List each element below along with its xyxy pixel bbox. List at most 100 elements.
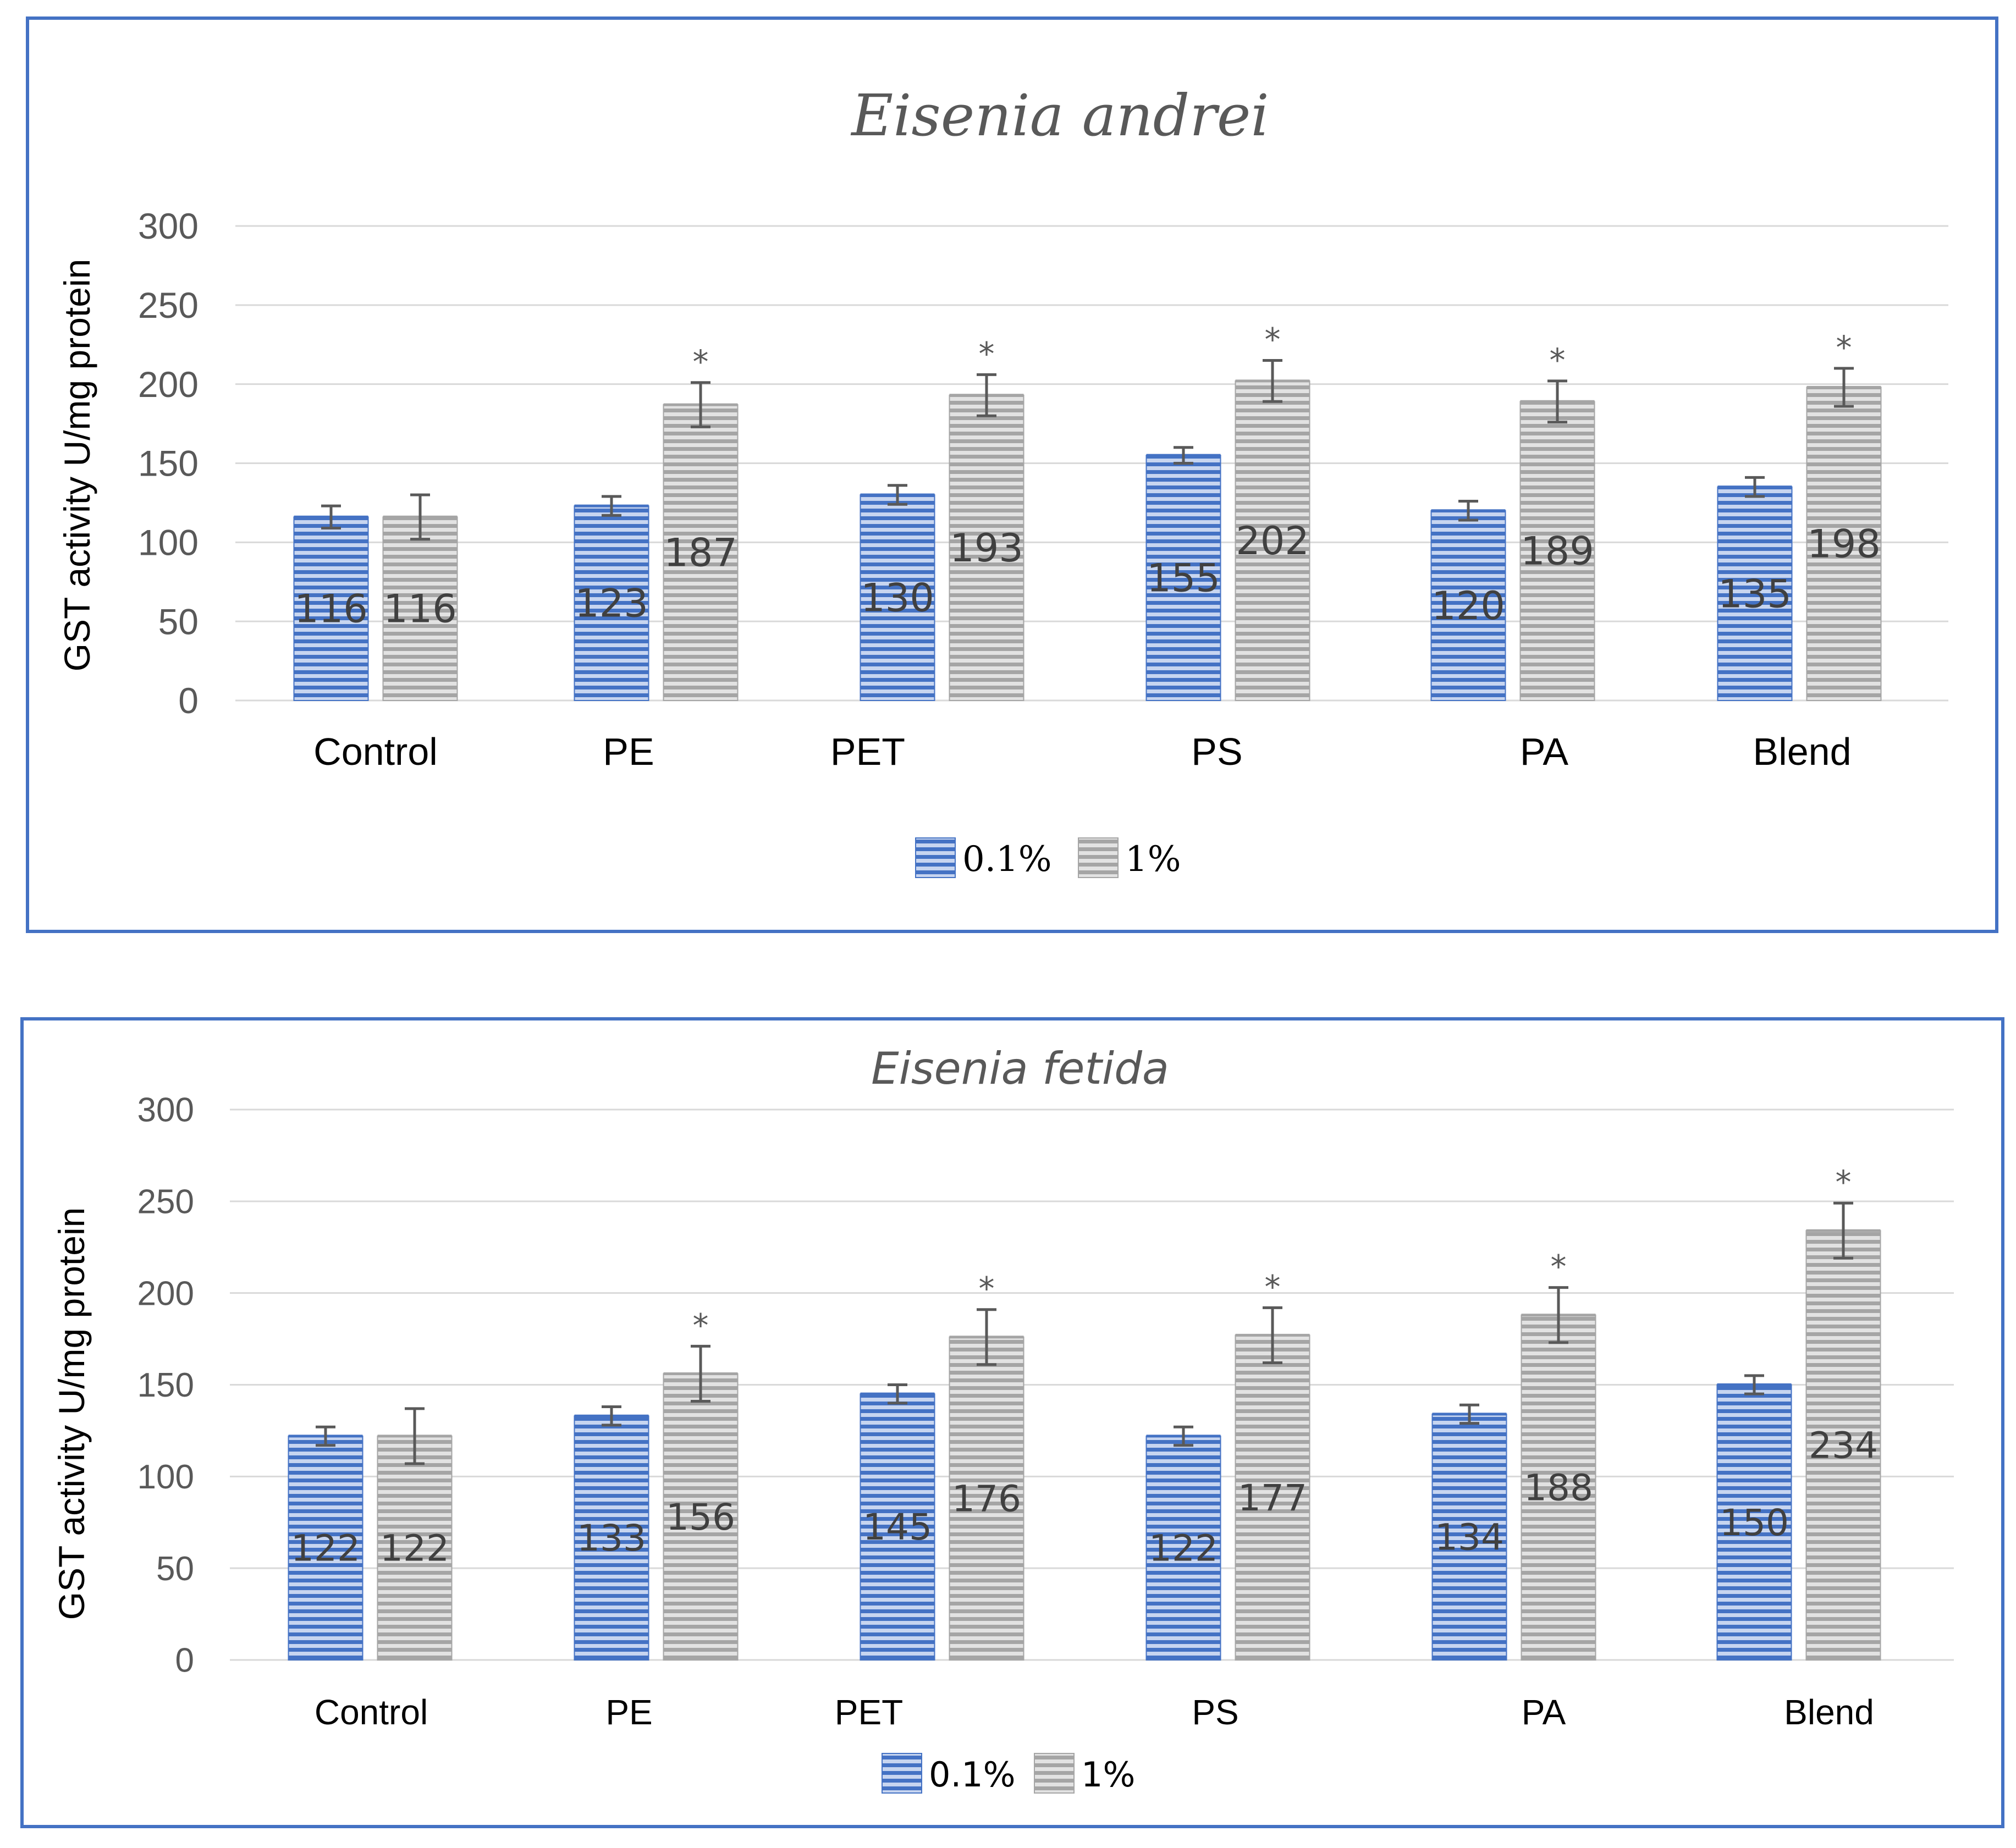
chart-panel-eisenia-andrei: Eisenia andrei 0 50 100 150 200 250 300 GST acti… [26, 16, 1998, 933]
bar-1%-PET [949, 394, 1024, 701]
data-label: 122 [291, 1527, 360, 1570]
bar-0.1%-Blend [1717, 486, 1793, 702]
data-label: 189 [1521, 529, 1594, 574]
data-label: 130 [861, 576, 934, 621]
legend-swatch [1078, 837, 1119, 878]
data-label: 187 [664, 531, 737, 576]
chart-title: Eisenia andrei [850, 82, 1269, 149]
significance-marker: * [1550, 341, 1566, 379]
y-tick-label: 0 [178, 680, 199, 721]
significance-marker: * [1836, 1163, 1852, 1201]
legend-swatch [882, 1753, 922, 1794]
bar-0.1%-Blend [1716, 1384, 1792, 1661]
significance-marker: * [979, 335, 995, 372]
y-tick-label: 50 [156, 1550, 194, 1588]
y-tick-label: 300 [137, 1091, 194, 1129]
data-label: 123 [575, 581, 648, 626]
category-label: PE [603, 730, 654, 773]
data-label: 202 [1236, 518, 1309, 564]
significance-marker: * [1265, 1268, 1281, 1305]
y-tick-label: 100 [138, 522, 199, 562]
bar-1%-Blend [1805, 1230, 1881, 1661]
significance-marker: * [1836, 329, 1852, 366]
data-label: 135 [1718, 571, 1792, 616]
chart-eisenia-andrei: Eisenia andrei 0 50 100 150 200 250 300 GST acti… [57, 82, 1948, 880]
legend-swatch [1034, 1753, 1075, 1794]
data-label: 122 [1149, 1527, 1218, 1570]
data-label: 145 [863, 1506, 932, 1548]
category-label: Control [315, 1692, 428, 1732]
data-label: 116 [383, 587, 457, 632]
y-tick-label: 200 [138, 364, 199, 405]
data-label: 234 [1809, 1425, 1878, 1467]
significance-marker: * [1265, 321, 1281, 358]
bar-0.1%-PET [860, 1393, 935, 1661]
category-label: Blend [1784, 1692, 1874, 1732]
chart-panel-eisenia-fetida: Eisenia fetida 0 50 100 150 200 250 300 GST acti… [20, 1017, 2004, 1828]
y-tick-label: 200 [137, 1275, 194, 1312]
data-label: 193 [950, 526, 1023, 571]
significance-marker: * [693, 1306, 709, 1344]
legend-label: 1% [1081, 1755, 1135, 1795]
bar-0.1%-PS [1145, 455, 1221, 701]
category-label: PA [1522, 1692, 1566, 1732]
data-label: 134 [1435, 1516, 1504, 1559]
data-label: 198 [1807, 522, 1881, 567]
data-label: 176 [952, 1477, 1021, 1520]
y-tick-label: 100 [137, 1458, 194, 1496]
legend-label: 0.1% [929, 1755, 1016, 1795]
bar-0.1%-PET [860, 494, 935, 701]
bar-1%-Control [377, 1435, 453, 1661]
legend-label: 1% [1125, 839, 1181, 880]
y-tick-label: 250 [137, 1183, 194, 1221]
bar-0.1%-Control [288, 1435, 363, 1661]
category-label: PA [1520, 730, 1568, 773]
bar-1%-PA [1521, 1314, 1596, 1661]
bar-0.1%-PE [574, 505, 649, 701]
significance-marker: * [1551, 1248, 1567, 1286]
data-label: 120 [1431, 583, 1505, 628]
category-label: PET [830, 730, 905, 773]
bar-1%-PE [663, 404, 739, 701]
bar-1%-PA [1519, 401, 1595, 701]
category-label: PS [1191, 730, 1242, 773]
bar-0.1%-PA [1431, 1413, 1507, 1661]
y-tick-label: 300 [138, 206, 199, 246]
legend-label: 0.1% [962, 839, 1052, 880]
significance-marker: * [979, 1270, 995, 1308]
category-label: Blend [1753, 730, 1851, 773]
bar-1%-PE [663, 1373, 739, 1661]
data-label: 156 [666, 1496, 735, 1538]
y-tick-label: 0 [175, 1642, 194, 1680]
chart-eisenia-fetida: Eisenia fetida 0 50 100 150 200 250 300 GST acti… [51, 1043, 1954, 1795]
bar-1%-Control [382, 516, 458, 701]
y-axis-title: GST activity U/mg protein [51, 1207, 92, 1620]
bar-0.1%-Control [293, 516, 369, 701]
bar-1%-Blend [1806, 387, 1882, 701]
category-label: PE [605, 1692, 652, 1732]
data-label: 177 [1238, 1477, 1307, 1519]
data-label: 150 [1720, 1502, 1789, 1544]
bar-0.1%-PE [574, 1415, 649, 1661]
y-tick-label: 150 [137, 1366, 194, 1404]
data-label: 155 [1147, 556, 1220, 601]
y-tick-label: 150 [138, 443, 199, 484]
bar-1%-PET [949, 1336, 1024, 1661]
data-label: 116 [294, 587, 368, 632]
y-tick-label: 50 [158, 601, 199, 642]
category-label: PS [1192, 1692, 1238, 1732]
y-tick-label: 250 [138, 285, 199, 326]
chart-title: Eisenia fetida [871, 1043, 1169, 1094]
category-label: Control [313, 730, 438, 773]
data-label: 122 [380, 1527, 449, 1570]
bar-0.1%-PS [1145, 1435, 1221, 1661]
category-label: PET [835, 1692, 903, 1732]
y-axis-title: GST activity U/mg protein [57, 259, 97, 672]
data-label: 133 [577, 1517, 646, 1559]
legend-swatch [915, 837, 956, 878]
bar-1%-PS [1235, 1334, 1310, 1661]
significance-marker: * [693, 343, 709, 380]
bar-0.1%-PA [1430, 510, 1506, 701]
data-label: 188 [1524, 1466, 1593, 1509]
bar-1%-PS [1235, 380, 1310, 701]
